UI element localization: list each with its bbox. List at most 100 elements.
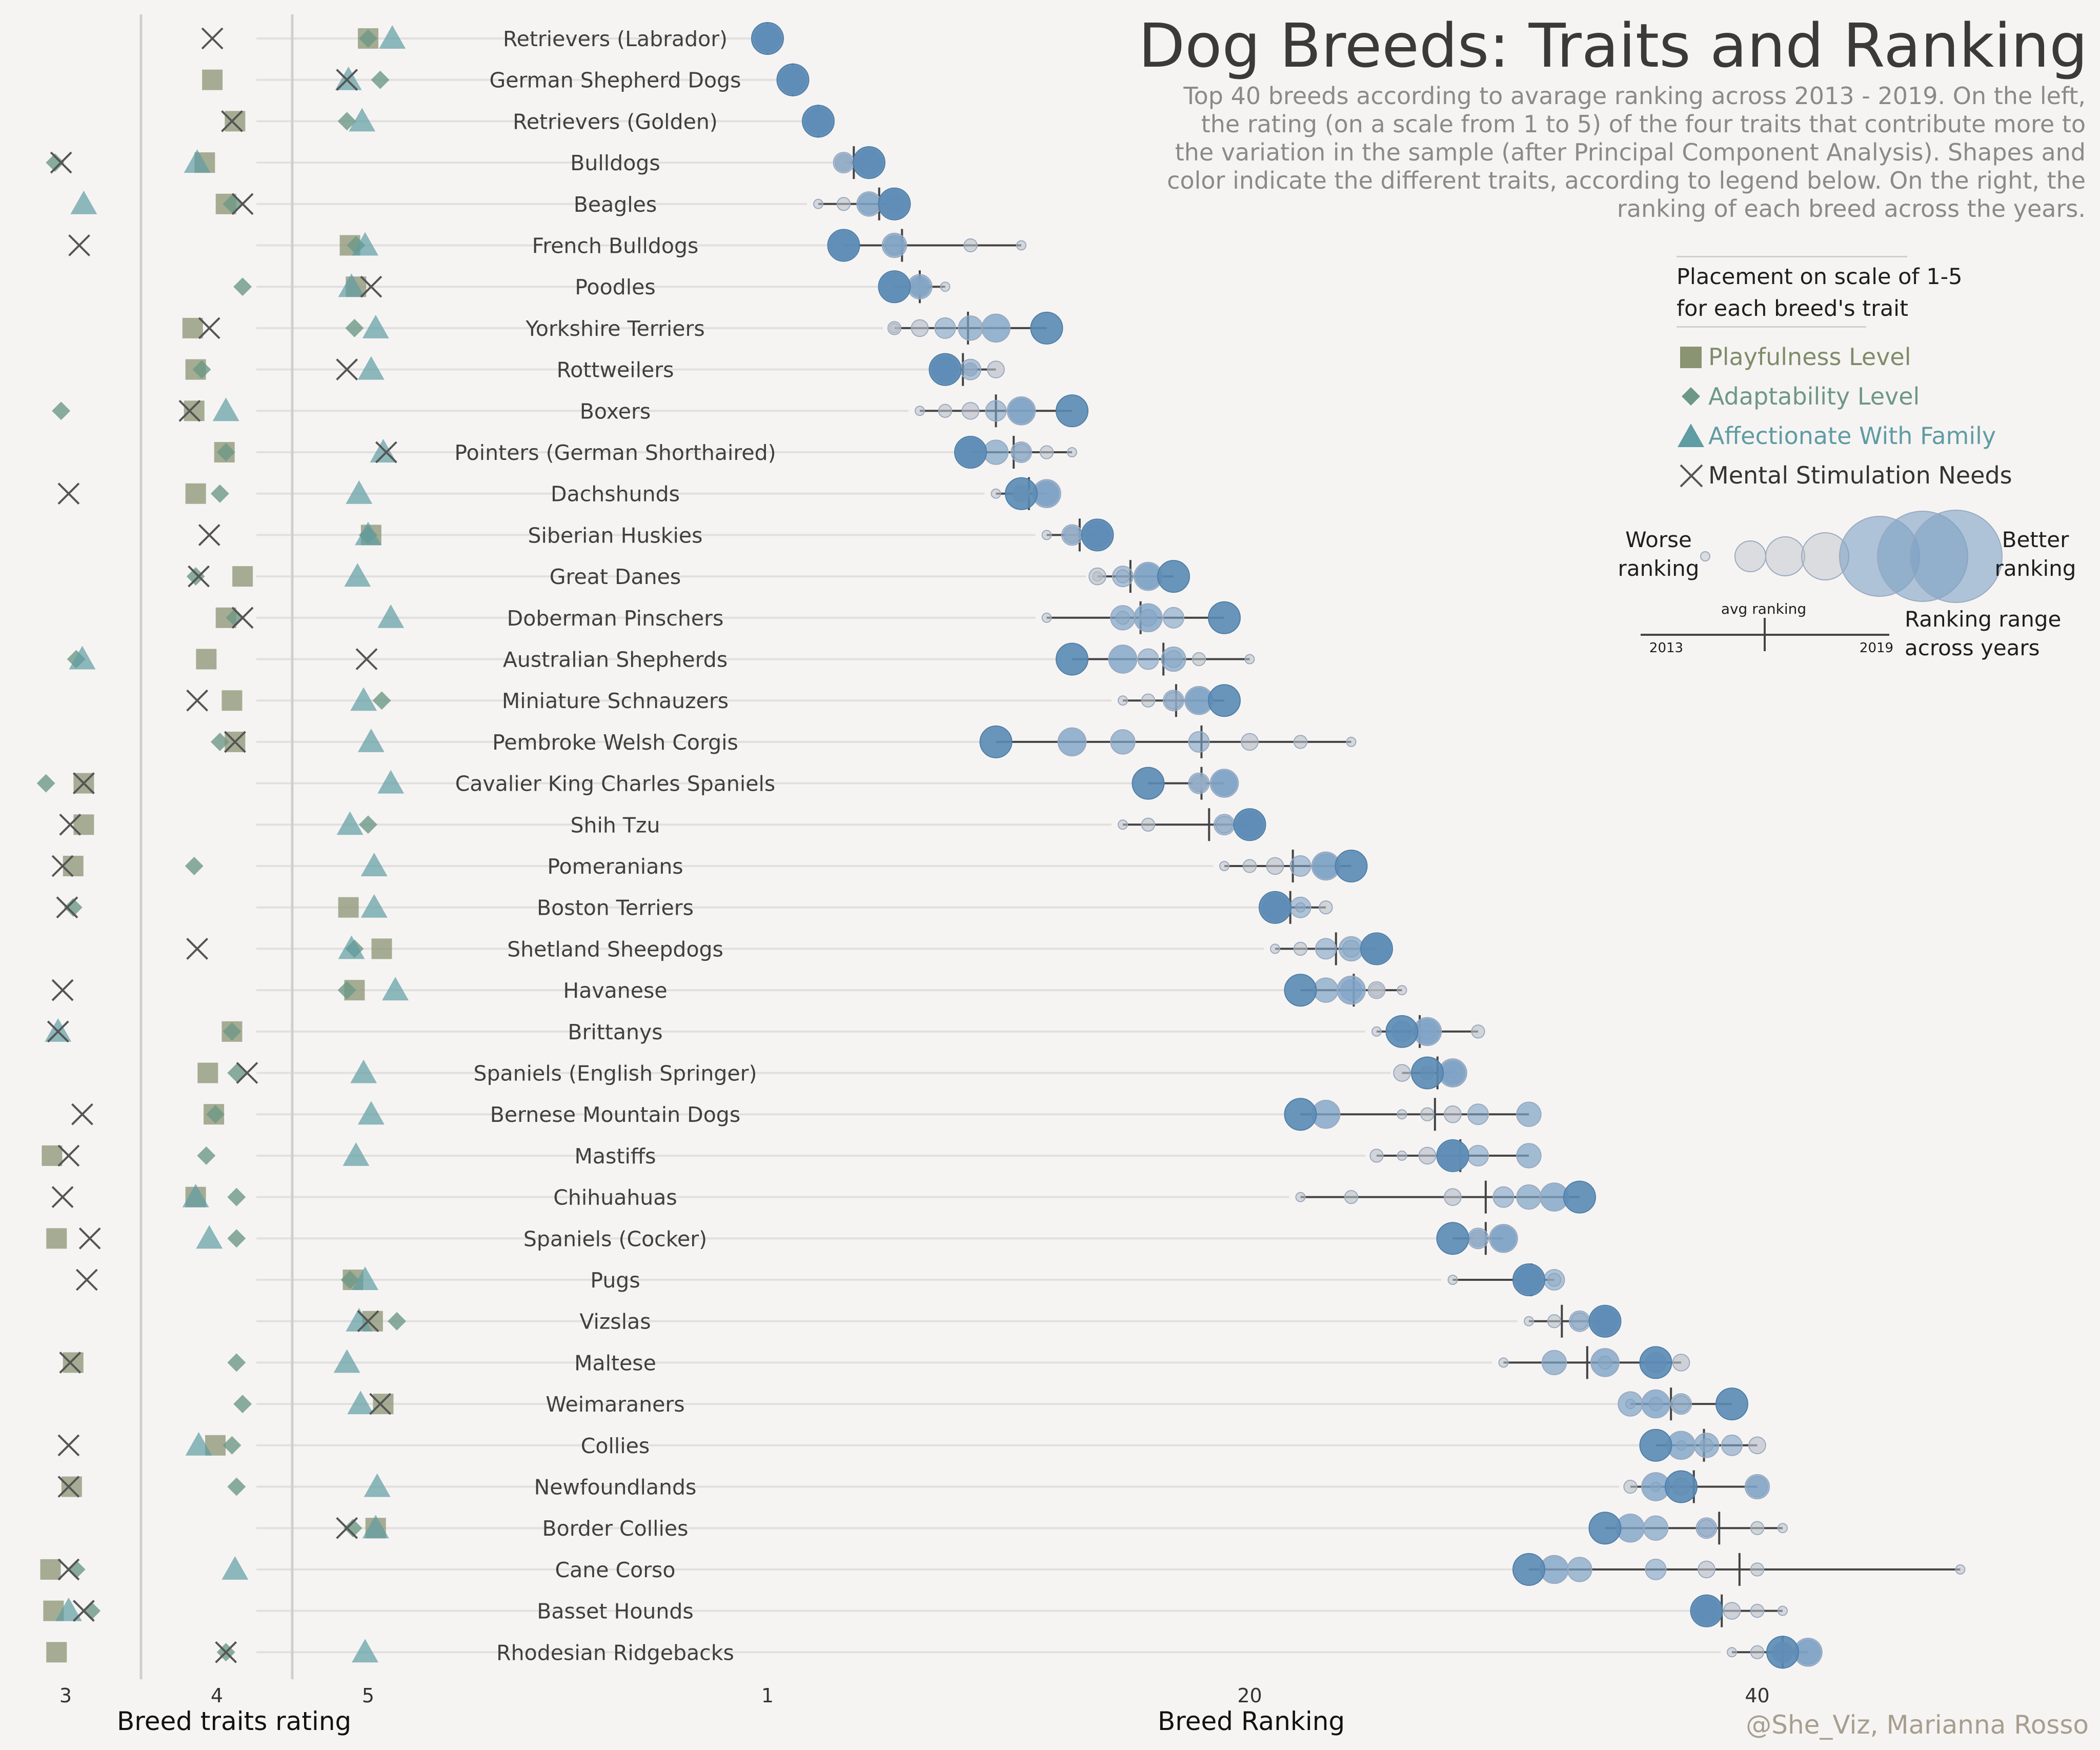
mental-stimulation-marker: [56, 896, 78, 919]
adaptability-marker: [340, 1271, 359, 1289]
breed-label: Havanese: [563, 978, 667, 1003]
ranking-dot: [1293, 735, 1308, 749]
mental-stimulation-marker: [186, 689, 209, 712]
playfulness-marker: [221, 690, 243, 711]
legend-start-year: 2013: [1649, 640, 1684, 656]
adaptability-marker: [233, 277, 252, 296]
ranking-dot: [1420, 1107, 1435, 1121]
ranking-dot: [1208, 684, 1241, 717]
ranking-dot: [1346, 736, 1357, 747]
breed-label: Boston Terriers: [537, 896, 694, 920]
ranking-dot: [1284, 1098, 1317, 1131]
ranking-dot: [1723, 1602, 1741, 1620]
adaptability-marker: [186, 567, 205, 586]
legend-label-playfulness: Playfulness Level: [1708, 343, 1911, 371]
ranking-dot: [1360, 932, 1393, 965]
playfulness-marker: [42, 1145, 63, 1166]
adaptability-marker: [337, 112, 356, 131]
ranking-dot: [1188, 731, 1210, 753]
ranking-dot: [1192, 652, 1206, 667]
ranking-dot: [1041, 530, 1052, 540]
ranking-dot: [1766, 1636, 1799, 1669]
ranking-dot: [1447, 1275, 1458, 1285]
adaptability-marker: [46, 153, 65, 172]
ranking-dot: [1467, 1228, 1489, 1250]
legend-rule-top: [1677, 256, 1907, 257]
legend-item-mental: Mental Stimulation Needs: [1677, 455, 2012, 495]
playfulness-marker: [61, 1476, 82, 1497]
affectionate-marker: [362, 1515, 389, 1539]
ranking-dot: [1039, 445, 1054, 459]
ranking-dot: [1436, 1222, 1469, 1255]
breed-label: Cavalier King Charles Spaniels: [455, 772, 776, 796]
ranking-dot: [1672, 1354, 1690, 1372]
breed-label: Spaniels (Cocker): [523, 1226, 707, 1251]
playfulness-marker: [197, 1062, 218, 1083]
adaptability-marker: [192, 360, 211, 379]
ranking-dot: [1693, 1433, 1720, 1458]
affectionate-marker: [69, 646, 96, 670]
traits-tick-label: 5: [362, 1684, 374, 1707]
adaptability-marker: [227, 1353, 246, 1372]
ranking-dot: [1748, 1436, 1766, 1455]
ranking-dot: [1141, 693, 1156, 708]
affectionate-marker: [185, 1432, 212, 1456]
breed-label: Pomeranians: [547, 854, 683, 879]
ranking-dot: [1411, 1056, 1444, 1090]
ranking-axis-title: Breed Ranking: [1158, 1706, 1345, 1736]
playfulness-marker: [232, 566, 253, 587]
adaptability-marker: [67, 1560, 86, 1579]
mental-stimulation-marker: [57, 1476, 80, 1498]
ranking-tick-label: 1: [761, 1684, 774, 1707]
affectionate-marker: [342, 1142, 370, 1166]
playfulness-marker: [40, 1559, 61, 1580]
ranking-dot: [1188, 772, 1210, 794]
affectionate-marker: [55, 1597, 82, 1621]
breed-label: Australian Shepherds: [503, 648, 728, 672]
traits-axis-title: Breed traits rating: [117, 1706, 352, 1736]
traits-axis: [139, 14, 294, 1679]
mental-stimulation-marker: [201, 27, 224, 50]
diamond-icon: [1682, 387, 1700, 406]
mental-stimulation-marker: [336, 69, 358, 91]
breed-label: Retrievers (Golden): [513, 109, 718, 134]
legend-item-affectionate: Affectionate With Family: [1677, 416, 2012, 455]
adaptability-marker: [82, 1601, 101, 1620]
size-legend-dot: [1700, 551, 1710, 561]
traits-tick-label: 3: [59, 1684, 72, 1707]
ranking-dot: [1118, 695, 1128, 706]
ranking-dot: [1161, 646, 1186, 672]
adaptability-marker: [233, 1395, 252, 1414]
mental-stimulation-marker: [75, 1269, 98, 1291]
legend-better-line-2: ranking: [1994, 556, 2076, 581]
ranking-dot: [1639, 1346, 1672, 1379]
playfulness-marker: [371, 938, 392, 959]
affectionate-marker: [346, 480, 373, 504]
ranking-dot: [1295, 1192, 1306, 1202]
breed-label: Cane Corso: [555, 1558, 675, 1582]
ranking-dot: [1041, 612, 1052, 623]
ranking-dot: [1569, 1310, 1590, 1332]
axis-ticks: 3 4 5 1 20 40: [59, 1684, 1770, 1707]
ranking-dot: [878, 270, 911, 304]
ranking-dot: [1219, 861, 1229, 871]
legend-avg-ranking: avg ranking: [1721, 600, 1807, 617]
ranking-dot: [1516, 1101, 1542, 1127]
breed-label: Miniature Schnauzers: [502, 689, 729, 713]
legend-worse-line-1: Worse: [1625, 527, 1692, 552]
ranking-dot: [1337, 975, 1366, 1005]
ranking-dot: [1369, 1149, 1384, 1163]
affectionate-marker: [45, 1018, 72, 1042]
credit: @She_Viz, Marianna Rosso: [1746, 1710, 2089, 1740]
ranking-dot: [1289, 855, 1311, 877]
ranking-dot: [1418, 1146, 1437, 1165]
ranking-dot: [907, 274, 933, 299]
ranking-dot: [1590, 1348, 1620, 1377]
ranking-dot: [1436, 1139, 1469, 1172]
breed-label: Collies: [581, 1434, 650, 1458]
ranking-dot: [1397, 1150, 1407, 1161]
legend-range-line-1: Ranking range: [1905, 607, 2062, 632]
breed-label: Shetland Sheepdogs: [507, 937, 723, 961]
ranking-tick-label: 20: [1237, 1684, 1262, 1707]
ranking-dot: [1141, 817, 1156, 832]
